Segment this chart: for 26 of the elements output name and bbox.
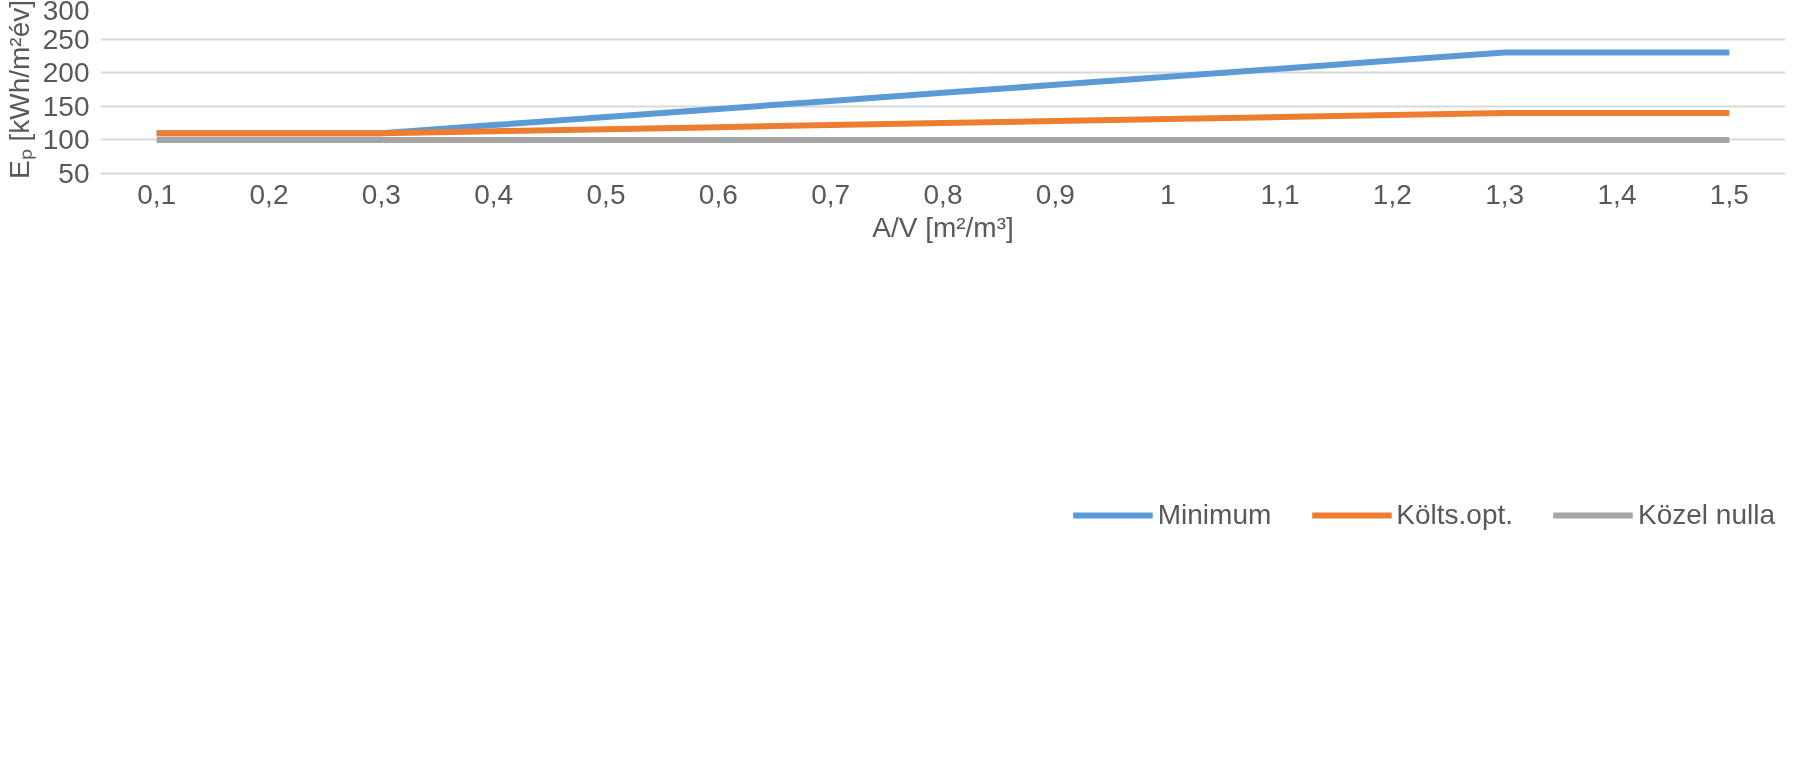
y-tick-label: 300 xyxy=(42,0,90,26)
legend-label: Minimum xyxy=(1157,499,1272,531)
x-tick-label: 1,5 xyxy=(1709,178,1749,210)
x-tick-label: 0,5 xyxy=(586,178,626,210)
y-tick-label: 150 xyxy=(42,90,90,122)
x-tick-label: 0,9 xyxy=(1035,178,1075,210)
x-tick-label: 1,2 xyxy=(1372,178,1412,210)
y-axis-title: Eₚ [kWh/m²év] xyxy=(3,0,36,180)
x-tick-label: 1,4 xyxy=(1597,178,1637,210)
y-tick-label: 50 xyxy=(58,158,90,189)
x-tick-label: 0,1 xyxy=(137,178,177,210)
x-tick-label: 1 xyxy=(1159,178,1176,210)
y-tick-label: 250 xyxy=(42,23,90,55)
legend-label: Közel nulla xyxy=(1638,499,1775,531)
x-tick-label: 1,1 xyxy=(1260,178,1300,210)
x-tick-label: 0,6 xyxy=(698,178,738,210)
x-tick-label: 0,8 xyxy=(923,178,963,210)
x-tick-label: 0,7 xyxy=(811,178,851,210)
x-tick-label: 1,3 xyxy=(1485,178,1525,210)
x-tick-label: 0,4 xyxy=(474,178,514,210)
x-tick-label: 0,3 xyxy=(361,178,401,210)
y-tick-label: 100 xyxy=(42,124,90,156)
y-tick-label: 200 xyxy=(42,57,90,89)
legend-label: Költs.opt. xyxy=(1396,499,1514,531)
x-axis-title: A/V [m²/m³] xyxy=(872,211,1014,243)
x-tick-label: 0,2 xyxy=(249,178,289,210)
